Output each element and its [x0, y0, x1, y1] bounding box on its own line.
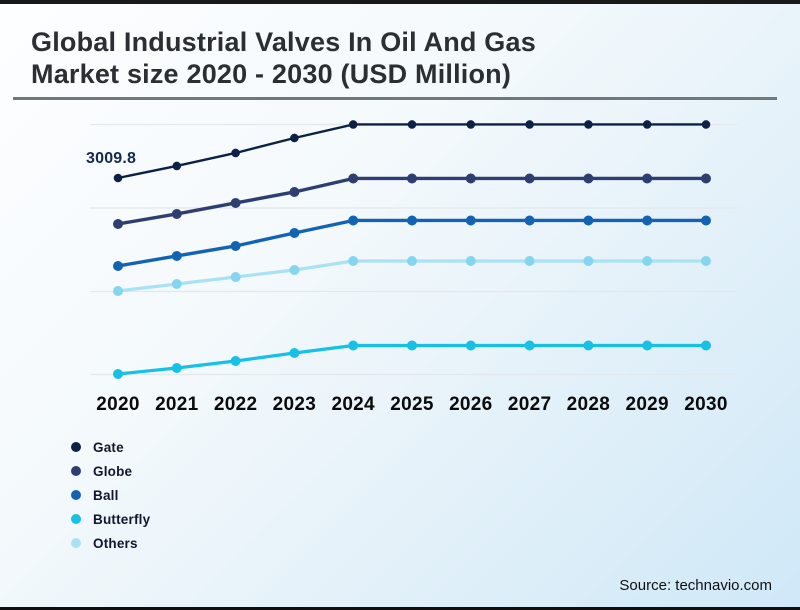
data-point-others: [113, 285, 123, 296]
data-point-others: [583, 255, 594, 266]
data-point-gate: [584, 120, 593, 129]
data-point-gate: [172, 161, 182, 171]
data-point-gate: [407, 120, 417, 129]
x-axis-label-2020: 2020: [96, 394, 140, 415]
data-point-gate: [231, 148, 240, 158]
data-point-globe: [171, 208, 182, 219]
legend-dot-icon: [71, 490, 81, 500]
chart-title: Global Industrial Valves In Oil And Gas …: [31, 26, 536, 90]
legend-dot-icon: [71, 466, 81, 476]
data-point-gate: [290, 133, 299, 143]
chart-title-line2: Market size 2020 - 2030 (USD Million): [31, 59, 512, 89]
data-point-globe: [407, 173, 417, 184]
legend-item-gate: Gate: [71, 439, 150, 455]
legend-dot-icon: [71, 538, 81, 548]
data-point-ball: [113, 260, 123, 271]
x-axis: 2020 2021 2022 2023 2024 2025 2026 2027 2028 2029…: [0, 394, 800, 418]
legend-item-ball: Ball: [71, 487, 150, 503]
x-axis-label-2024: 2024: [331, 394, 375, 415]
data-point-globe: [465, 173, 476, 184]
data-point-globe: [348, 173, 359, 184]
data-point-ball: [701, 215, 711, 226]
legend-label: Others: [93, 535, 138, 551]
legend-dot-icon: [71, 514, 81, 524]
x-axis-label-2025: 2025: [390, 394, 434, 415]
data-point-gate: [466, 120, 476, 129]
data-point-gate: [348, 120, 358, 129]
data-point-ball: [524, 215, 535, 226]
data-point-gate: [525, 120, 534, 129]
legend-label: Ball: [93, 487, 119, 503]
data-point-butterfly: [171, 362, 182, 373]
legend-label: Gate: [93, 439, 124, 455]
data-point-others: [465, 255, 476, 266]
legend: Gate Globe Ball Butterfly Others: [71, 439, 151, 551]
x-axis-label-2028: 2028: [566, 394, 611, 415]
data-point-butterfly: [407, 340, 417, 351]
x-axis-label-2026: 2026: [449, 394, 493, 415]
data-point-others: [524, 255, 535, 266]
legend-item-butterfly: Butterfly: [71, 511, 151, 527]
data-point-globe: [583, 173, 594, 184]
data-point-ball: [171, 250, 182, 261]
data-point-ball: [230, 240, 241, 251]
data-point-butterfly: [583, 340, 594, 351]
legend-item-others: Others: [71, 535, 150, 551]
data-point-ball: [407, 215, 417, 226]
data-point-others: [701, 255, 711, 266]
series-line-gate: [117, 123, 706, 180]
data-point-others: [230, 271, 241, 282]
x-axis-label-2029: 2029: [625, 394, 669, 415]
data-point-ball: [583, 215, 594, 226]
data-point-others: [171, 278, 182, 289]
legend-label: Globe: [93, 463, 133, 479]
data-label-gate-2020: 3009.8: [86, 150, 137, 167]
data-point-others: [348, 255, 359, 266]
chart-title-line1: Global Industrial Valves In Oil And Gas: [31, 27, 536, 57]
data-point-globe: [642, 173, 653, 184]
data-point-others: [289, 264, 300, 275]
x-axis-label-2027: 2027: [507, 394, 552, 415]
data-point-others: [407, 255, 417, 266]
data-point-butterfly: [289, 347, 300, 358]
data-point-globe: [701, 173, 711, 184]
line-chart: 3009.8 2020 2021 2022 2023 2024 2025 2026 2027 2…: [0, 4, 800, 607]
legend-item-globe: Globe: [71, 463, 150, 479]
x-axis-label-2030: 2030: [684, 394, 728, 415]
data-point-butterfly: [465, 340, 476, 351]
data-point-globe: [113, 218, 123, 229]
data-point-others: [642, 255, 653, 266]
data-point-ball: [642, 215, 653, 226]
data-point-gate: [701, 120, 711, 129]
x-axis-label-2021: 2021: [155, 394, 199, 415]
data-point-butterfly: [230, 355, 241, 366]
title-divider: [13, 97, 777, 100]
data-point-gate: [113, 173, 123, 183]
legend-dot-icon: [71, 442, 81, 452]
data-point-butterfly: [113, 368, 123, 379]
data-point-butterfly: [701, 340, 711, 351]
chart-plot-area: [90, 120, 737, 379]
data-point-ball: [289, 227, 300, 238]
data-point-ball: [465, 215, 476, 226]
data-point-globe: [230, 197, 241, 208]
x-axis-label-2022: 2022: [213, 394, 258, 415]
x-axis-label-2023: 2023: [272, 394, 317, 415]
data-point-ball: [348, 215, 359, 226]
data-point-butterfly: [642, 340, 653, 351]
source-attribution: Source: technavio.com: [619, 577, 772, 594]
data-point-gate: [642, 120, 652, 129]
data-point-globe: [524, 173, 535, 184]
data-point-butterfly: [524, 340, 535, 351]
legend-label: Butterfly: [93, 511, 151, 527]
data-point-butterfly: [348, 340, 359, 351]
data-point-globe: [289, 186, 300, 197]
